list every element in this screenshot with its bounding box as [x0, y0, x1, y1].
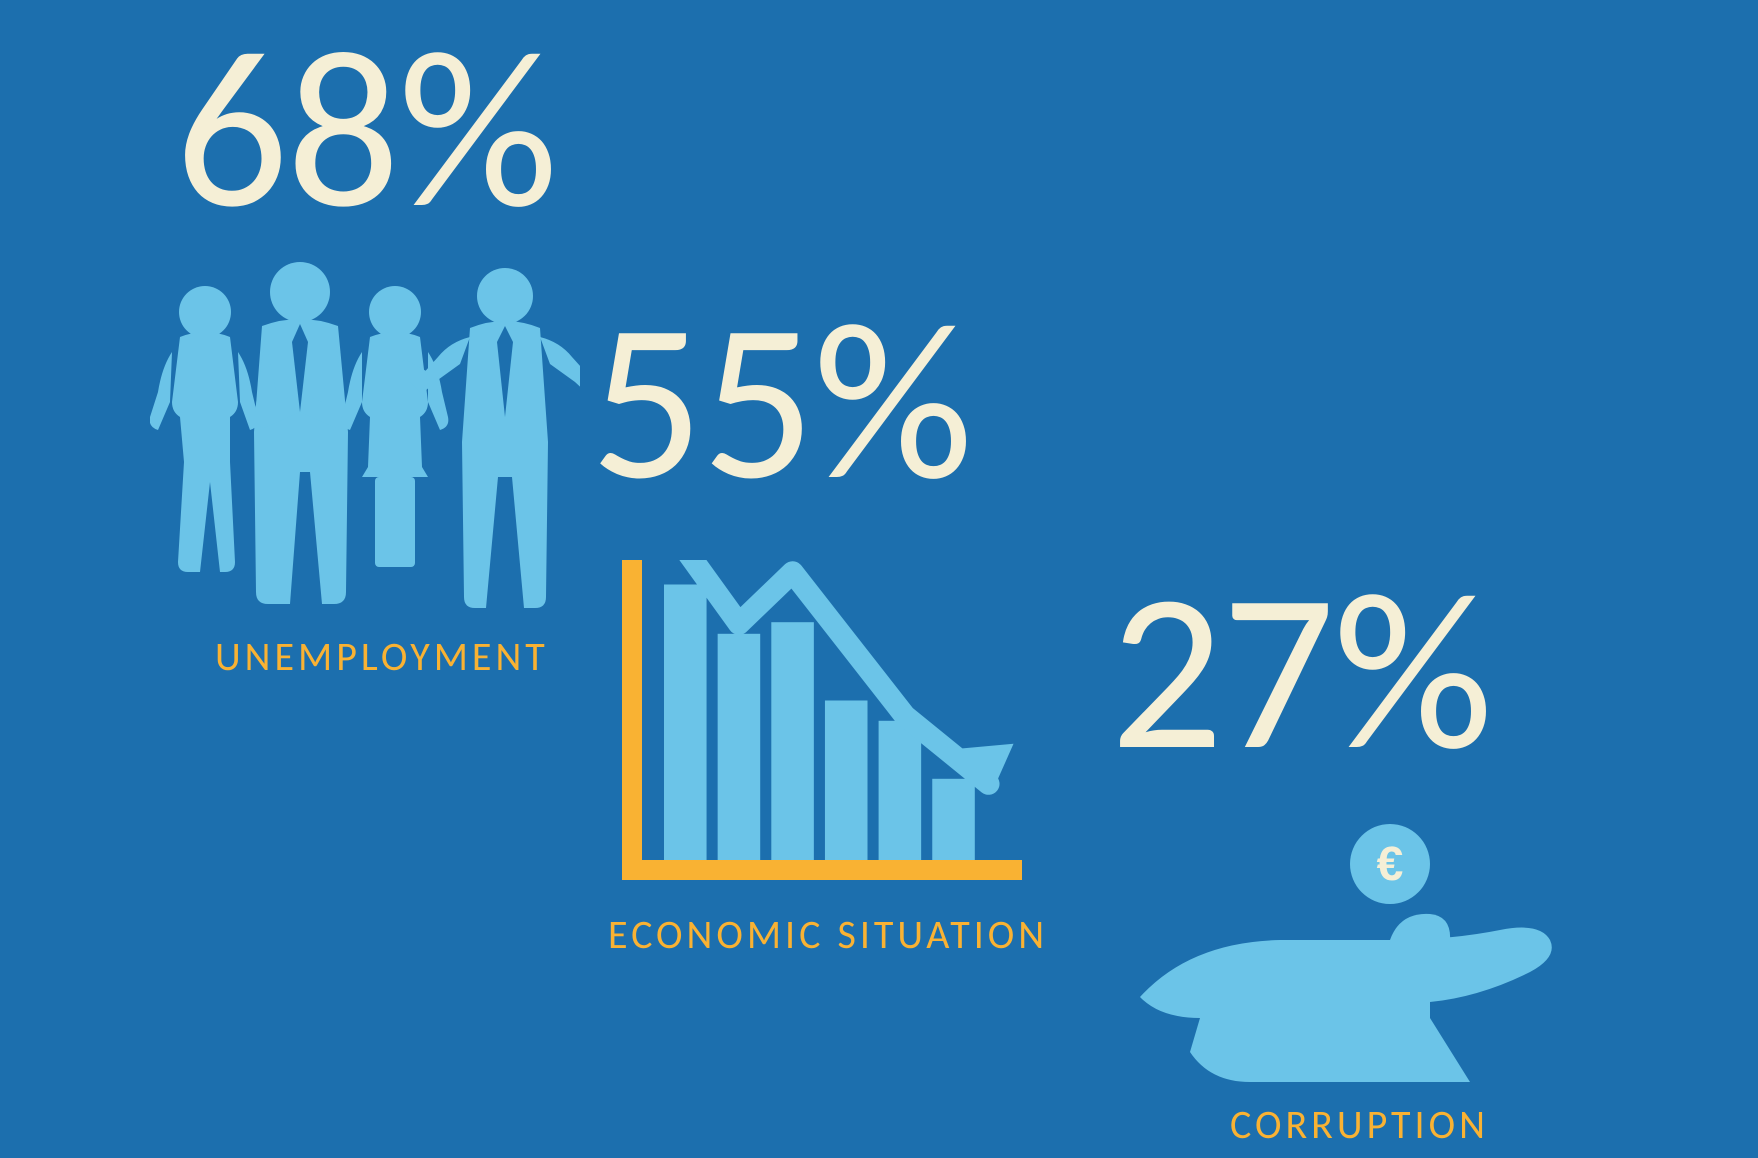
- svg-text:€: €: [1377, 838, 1404, 891]
- corruption-icon: €: [1130, 822, 1560, 1087]
- unemployment-label: UNEMPLOYMENT: [215, 632, 549, 681]
- unemployment-stat: 68%: [175, 18, 556, 242]
- corruption-label: CORRUPTION: [1230, 1100, 1489, 1149]
- corruption-stat: 27%: [1110, 560, 1491, 784]
- infographic-canvas: 68%: [0, 0, 1758, 1158]
- economic-stat: 55%: [590, 290, 971, 514]
- economic-icon: [622, 560, 1022, 880]
- unemployment-icon: [150, 252, 580, 622]
- economic-label: ECONOMIC SITUATION: [608, 910, 1048, 959]
